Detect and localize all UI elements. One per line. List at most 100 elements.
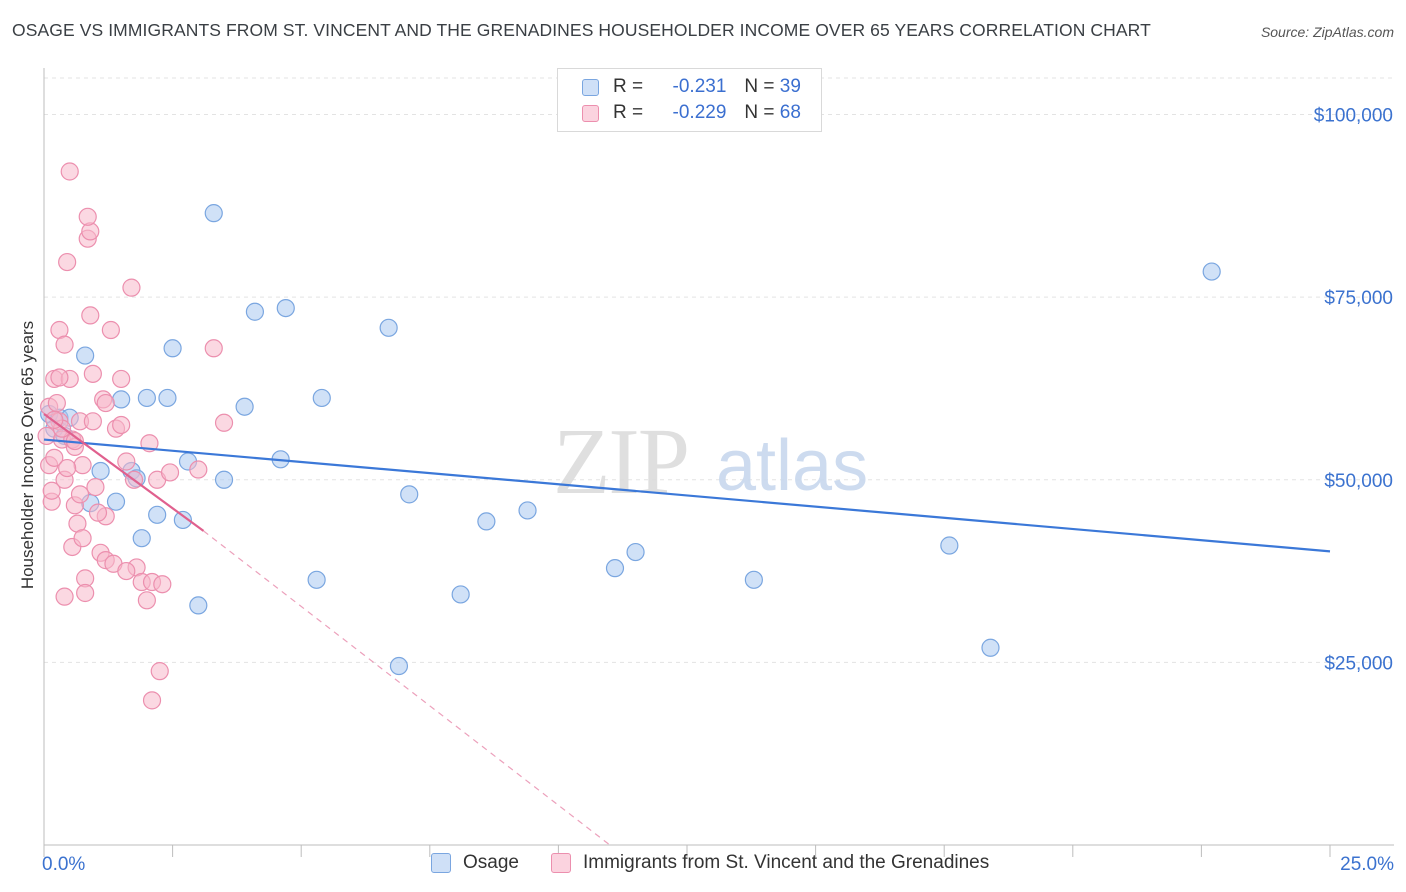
legend-r-value: -0.231: [672, 76, 727, 97]
data-point: [940, 536, 959, 555]
data-point: [626, 542, 645, 562]
data-point: [132, 529, 151, 548]
data-point: [245, 302, 265, 321]
legend-n-value: 39: [779, 76, 801, 97]
data-point: [81, 306, 100, 325]
data-point: [389, 656, 409, 676]
axes: [43, 68, 1394, 857]
data-point: [173, 510, 192, 530]
watermark-zip: ZIP: [553, 410, 688, 514]
data-point: [150, 662, 169, 681]
data-point: [42, 481, 61, 500]
data-point: [400, 485, 419, 504]
data-point: [137, 591, 156, 610]
data-point: [73, 456, 92, 475]
bottom-legend-label-osage: Osage: [463, 852, 519, 873]
data-point: [312, 388, 331, 408]
data-point: [45, 448, 64, 467]
chart-title: OSAGE VS IMMIGRANTS FROM ST. VINCENT AND…: [12, 20, 1151, 40]
data-point: [117, 561, 136, 581]
data-point: [137, 388, 156, 408]
data-point: [112, 369, 131, 389]
bottom-swatch-immigrants: [551, 853, 571, 873]
correlation-legend: R = -0.231 N = 39 R = -0.229 N = 68: [557, 68, 822, 132]
data-point: [55, 587, 74, 606]
legend-swatch-immigrants: [582, 104, 599, 122]
data-point: [307, 570, 326, 589]
data-point: [518, 501, 537, 520]
x-tick-label: 0.0%: [42, 854, 85, 875]
y-axis-label: Householder Income Over 65 years: [18, 321, 37, 589]
legend-r-value: -0.229: [672, 102, 727, 123]
tick-labels: $25,000 $50,000 $75,000 $100,000 0.0% 25.0%: [42, 106, 1394, 875]
data-point: [112, 415, 131, 435]
data-point: [83, 364, 102, 383]
trend-line-osage: [43, 438, 1331, 553]
watermark-atlas: atlas: [716, 426, 868, 506]
legend-n-label: N =: [744, 76, 775, 97]
data-point: [70, 485, 90, 504]
y-tick-label: $75,000: [1324, 288, 1393, 309]
data-point: [58, 252, 77, 272]
data-point: [122, 278, 141, 297]
data-point: [50, 368, 69, 387]
data-point: [88, 503, 108, 522]
legend-r-label: R =: [613, 102, 644, 123]
data-point: [153, 575, 172, 594]
data-point: [142, 691, 162, 710]
data-point: [101, 320, 120, 340]
data-point: [58, 458, 77, 478]
data-point: [148, 505, 167, 524]
data-point: [235, 397, 254, 416]
data-point: [91, 461, 110, 481]
data-point: [106, 492, 126, 511]
data-point: [379, 318, 398, 337]
source-credit: Source: ZipAtlas.com: [1260, 24, 1394, 40]
data-point: [47, 393, 66, 413]
trend-line-immigrants: [43, 413, 205, 532]
y-tick-label: $25,000: [1324, 653, 1393, 674]
trend-extension-immigrants: [203, 530, 611, 846]
y-tick-label: $100,000: [1314, 106, 1393, 127]
bottom-swatch-osage: [431, 853, 451, 873]
data-point: [73, 529, 92, 548]
data-point: [189, 596, 208, 615]
legend-r-label: R =: [613, 76, 644, 97]
bottom-legend-immigrants: Immigrants from St. Vincent and the Gren…: [551, 852, 989, 874]
data-point: [96, 393, 115, 413]
legend-swatch-osage: [582, 78, 599, 96]
legend-row-osage: R = -0.231 N = 39: [582, 75, 801, 99]
data-point: [163, 339, 182, 358]
data-point: [204, 339, 223, 358]
data-point: [214, 413, 234, 432]
data-point: [76, 346, 95, 365]
data-point: [158, 388, 177, 408]
data-point: [117, 452, 136, 471]
data-point: [276, 299, 295, 318]
data-point: [981, 638, 1000, 657]
y-tick-label: $50,000: [1324, 471, 1393, 492]
data-point: [605, 559, 625, 578]
data-point: [451, 585, 470, 604]
data-point: [37, 426, 56, 446]
data-point: [60, 162, 79, 181]
data-point: [160, 463, 180, 482]
data-point: [204, 204, 223, 223]
trend-lines: [43, 413, 1331, 846]
watermark: ZIP atlas: [553, 410, 868, 514]
data-point: [189, 460, 208, 479]
legend-n-label: N =: [744, 102, 775, 123]
data-point: [78, 207, 97, 226]
bottom-legend-osage: Osage: [431, 852, 519, 874]
x-tick-label: 25.0%: [1340, 854, 1394, 875]
bottom-legend-label-immigrants: Immigrants from St. Vincent and the Gren…: [583, 852, 990, 873]
gridlines: [44, 77, 1394, 663]
data-point: [55, 335, 74, 354]
legend-n-value: 68: [779, 102, 801, 123]
data-point: [76, 583, 95, 603]
data-point: [86, 477, 105, 497]
series-immigrants: [37, 162, 234, 710]
data-point: [83, 412, 102, 431]
data-point: [1202, 262, 1221, 281]
